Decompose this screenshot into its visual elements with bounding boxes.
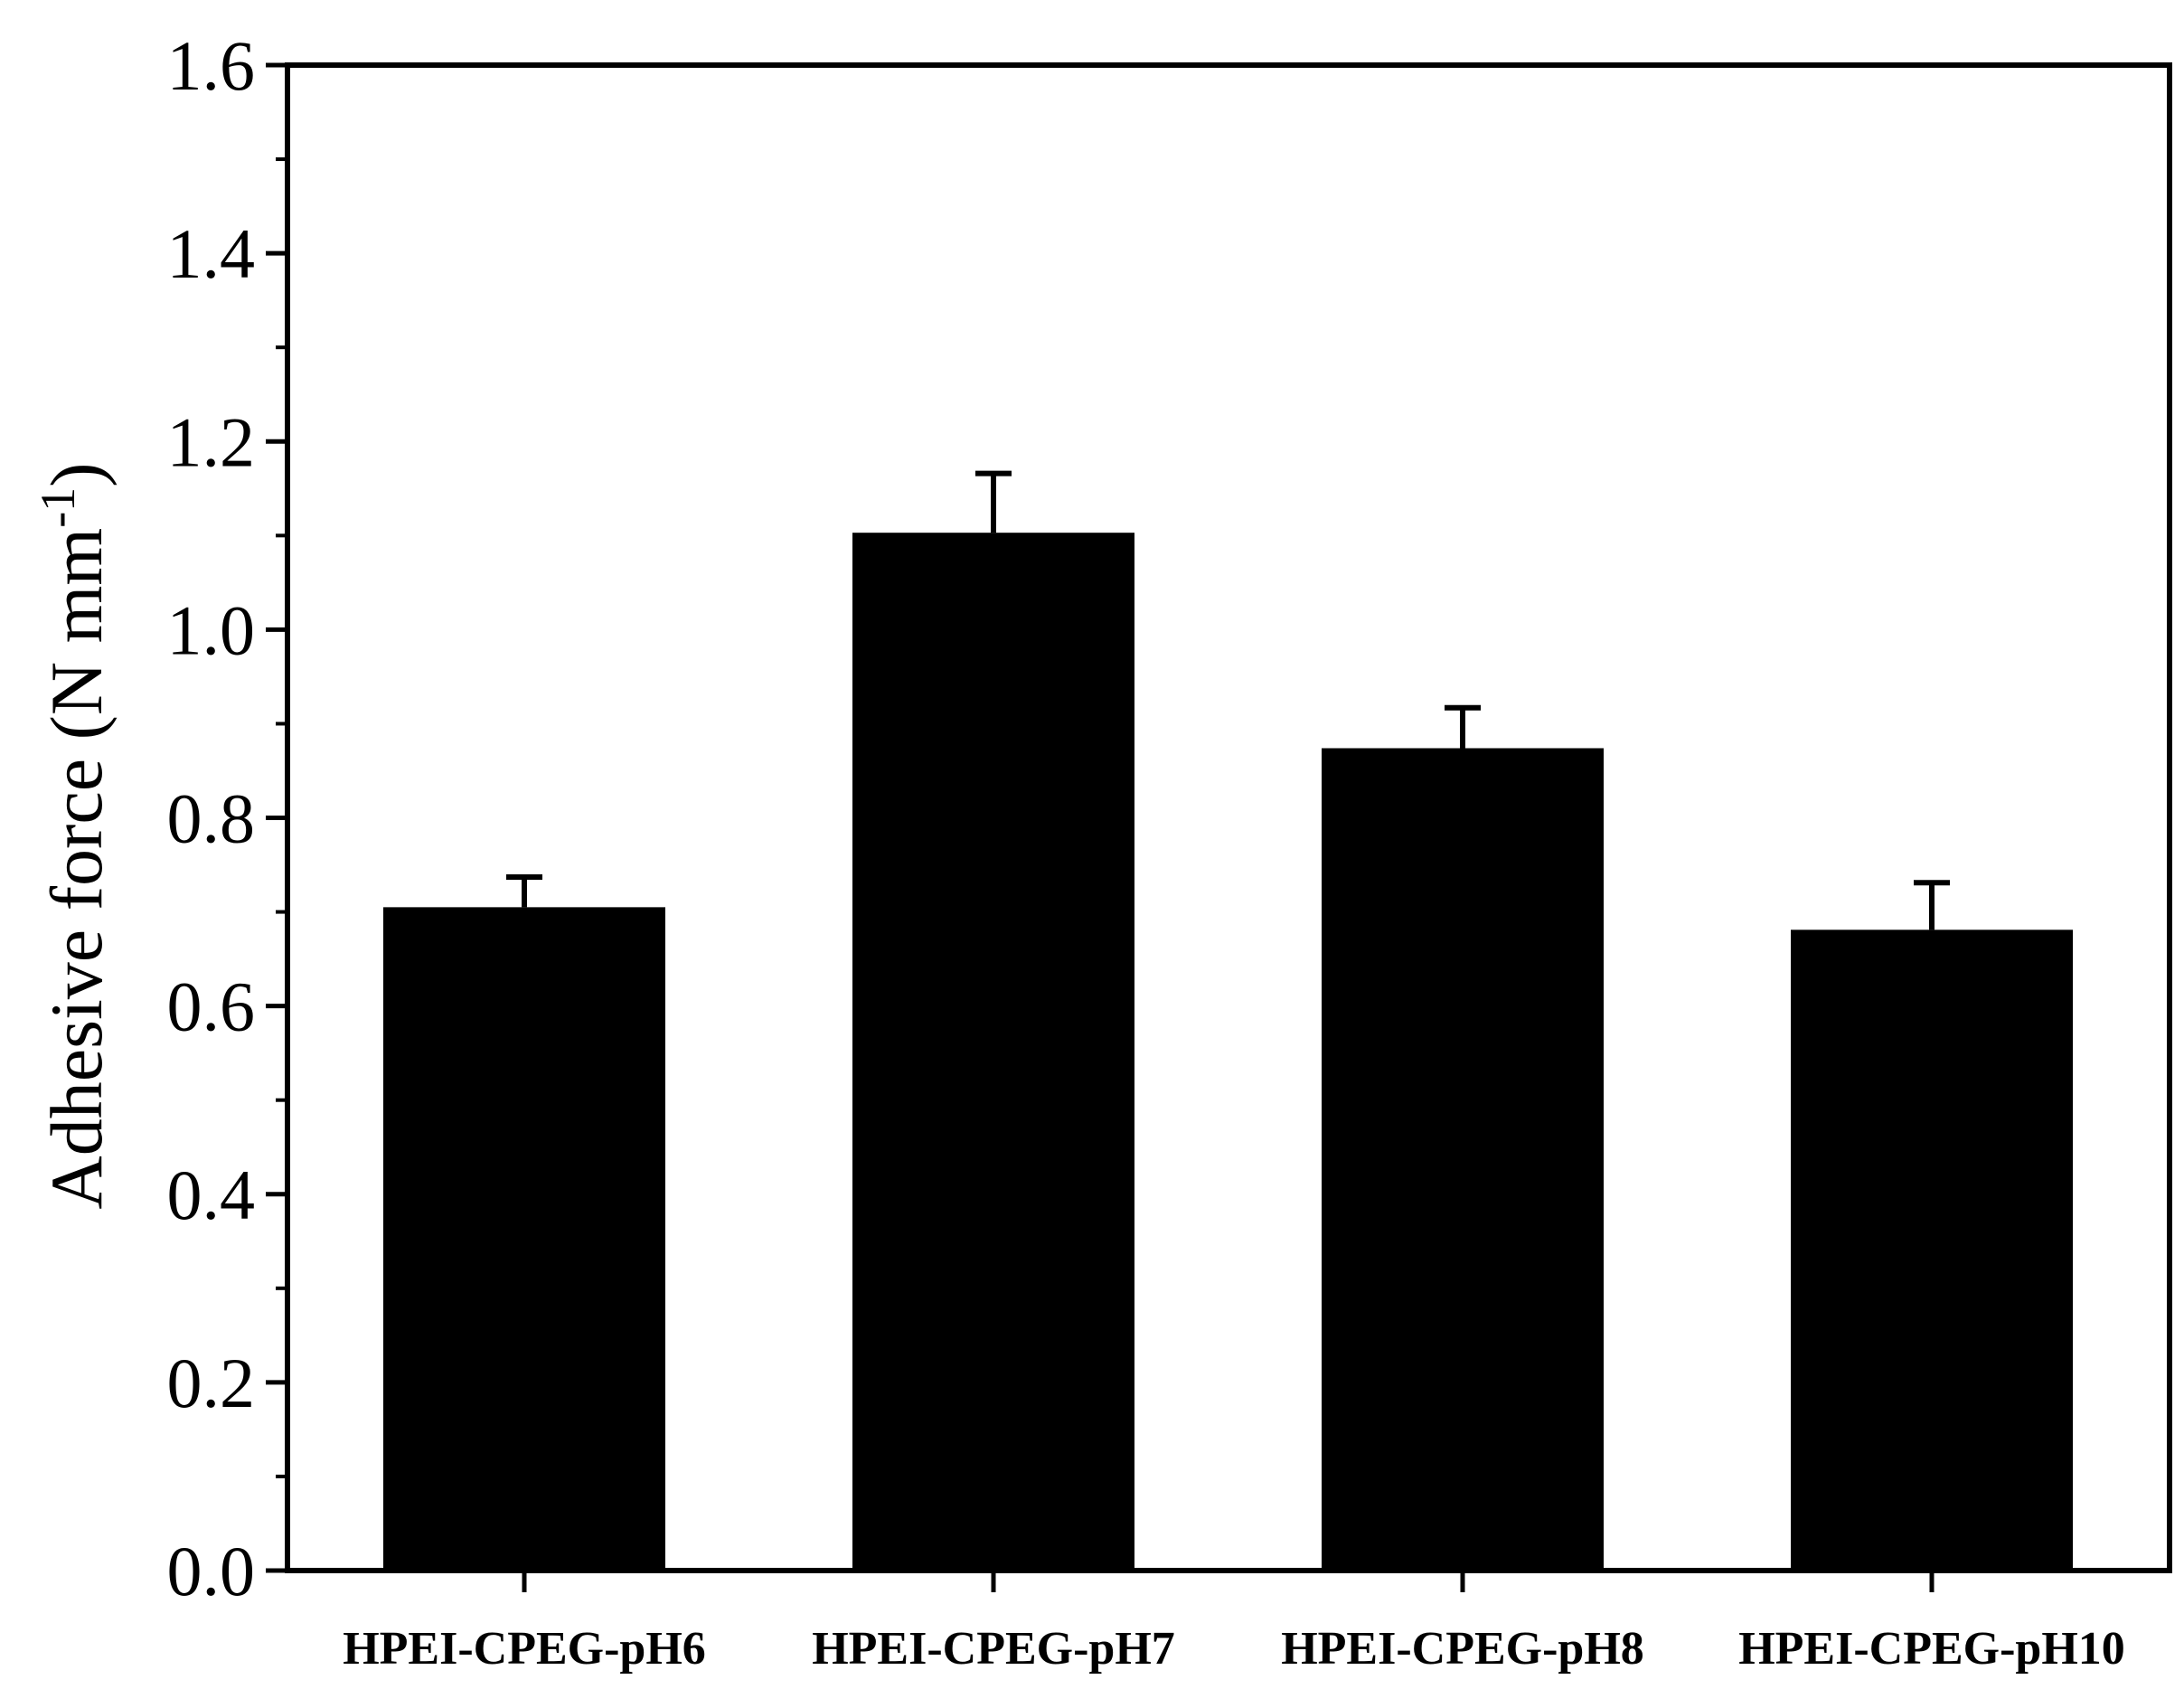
y-tick-label-0.6: 0.6 — [167, 967, 256, 1046]
y-tick-label-0.0: 0.0 — [167, 1532, 256, 1610]
y-axis-title-close: ) — [35, 463, 118, 487]
y-tick-label-0.8: 0.8 — [167, 779, 256, 858]
y-tick-label-0.2: 0.2 — [167, 1344, 256, 1422]
y-tick-label-0.4: 0.4 — [167, 1156, 256, 1234]
error-bars-layer — [506, 470, 1950, 930]
y-tick-label-1.6: 1.6 — [167, 26, 256, 105]
axis-labels-layer: HPEI-CPEG-pH6 HPEI-CPEG-pH7 HPEI-CPEG-pH8 H… — [167, 26, 2125, 1675]
x-tick-label-HPEI-CPEG-pH8: HPEI-CPEG-pH8 — [1281, 1623, 1644, 1675]
y-tick-label-1.0: 1.0 — [167, 590, 256, 669]
bars-layer — [383, 533, 2073, 1571]
x-tick-label-HPEI-CPEG-pH7: HPEI-CPEG-pH7 — [812, 1623, 1175, 1675]
plot-frame — [285, 62, 2172, 1573]
y-tick-label-1.2: 1.2 — [167, 402, 256, 481]
y-tick-label-1.4: 1.4 — [167, 214, 256, 293]
x-tick-label-HPEI-CPEG-pH6: HPEI-CPEG-pH6 — [343, 1623, 706, 1675]
bar-HPEI-CPEG-pH7 — [852, 533, 1134, 1571]
y-axis-title-main: Adhesive force (N mm — [35, 528, 118, 1210]
bar-HPEI-CPEG-pH6 — [383, 907, 665, 1571]
y-axis-title-sup: -1 — [31, 487, 85, 528]
x-tick-label-HPEI-CPEG-pH10: HPEI-CPEG-pH10 — [1738, 1623, 2125, 1675]
bar-HPEI-CPEG-pH10 — [1791, 929, 2073, 1571]
bar-HPEI-CPEG-pH8 — [1322, 748, 1604, 1571]
y-axis-title: Adhesive force (N mm-1) — [31, 463, 118, 1210]
